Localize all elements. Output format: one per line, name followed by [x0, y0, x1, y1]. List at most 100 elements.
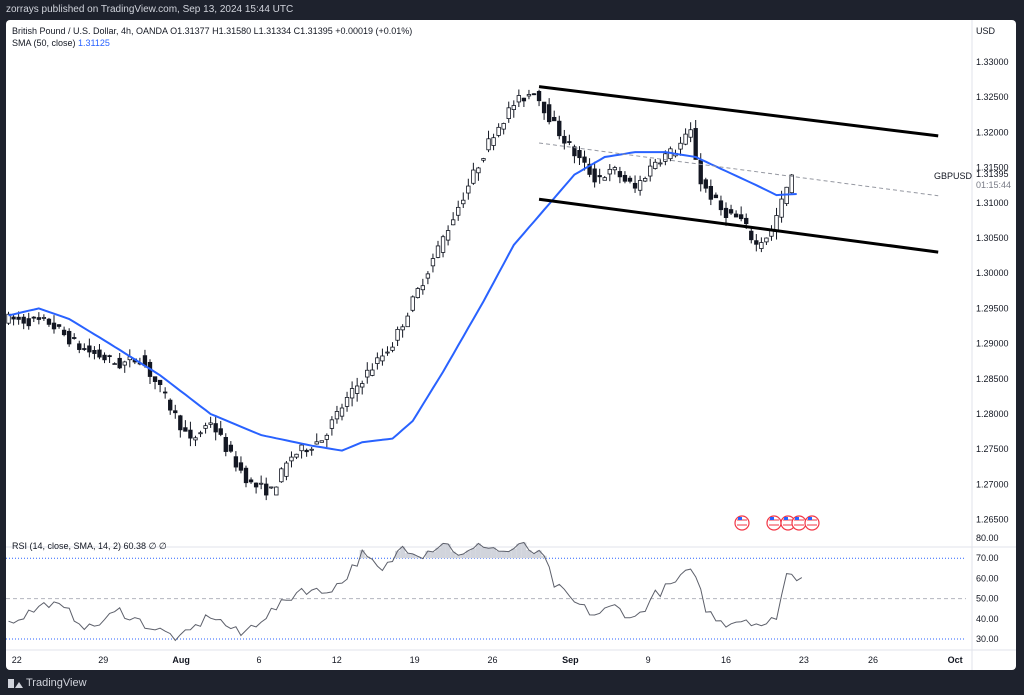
candle-body — [678, 142, 683, 150]
candle-body — [31, 316, 36, 319]
candle-body — [213, 423, 218, 433]
candle-body — [354, 385, 360, 394]
candle-body — [162, 391, 168, 394]
rsi-tick-label: 30.00 — [976, 634, 999, 644]
time-tick-label: 19 — [410, 655, 420, 665]
candle-body — [334, 411, 340, 420]
candle-body — [612, 167, 618, 171]
candle-body — [435, 245, 441, 258]
time-tick-label: 26 — [868, 655, 878, 665]
sma-legend[interactable]: SMA (50, close) 1.31125 — [12, 38, 110, 48]
candle-body — [16, 316, 21, 320]
candle-body — [759, 242, 764, 249]
time-tick-label: Oct — [948, 655, 963, 665]
candle-body — [233, 456, 239, 468]
candle-body — [708, 185, 714, 200]
currency-label[interactable]: USD — [976, 26, 996, 36]
candle-body — [284, 462, 289, 477]
candle-body — [309, 448, 314, 451]
candle-body — [728, 209, 734, 214]
candle-body — [572, 146, 577, 157]
candle-body — [546, 104, 552, 123]
last-price-label: 1.31395 — [976, 169, 1009, 179]
time-tick-label: 6 — [256, 655, 261, 665]
chart-canvas[interactable]: 1.33000 1.32500 1.32000 1.31500 1.31000 1.305… — [6, 20, 1016, 670]
candle-body — [602, 177, 607, 181]
candle-body — [445, 230, 451, 241]
candle-body — [264, 483, 269, 496]
channel-upper-line — [538, 85, 939, 138]
price-tick-label: 1.31000 — [976, 198, 1009, 208]
candle-body — [521, 97, 527, 102]
candle-body — [415, 288, 420, 298]
candle-body — [294, 453, 299, 458]
candle-body — [258, 482, 264, 485]
candle-body — [365, 369, 370, 378]
rsi-tick-label: 60.00 — [976, 573, 999, 583]
candle-body — [92, 349, 97, 354]
candle-body — [193, 437, 198, 441]
candle-body — [173, 410, 178, 414]
candle-body — [723, 207, 729, 218]
candle-body — [6, 313, 11, 324]
price-tick-label: 1.26500 — [976, 515, 1009, 525]
time-tick-label: Aug — [172, 655, 190, 665]
candle-body — [450, 219, 456, 226]
candle-body — [552, 116, 557, 122]
candle-body — [754, 240, 759, 245]
sma-value: 1.31125 — [78, 38, 110, 48]
candle-body — [269, 486, 274, 489]
candle-body — [501, 123, 506, 130]
symbol-legend: British Pound / U.S. Dollar, 4h, OANDA O… — [12, 26, 413, 36]
candle-body — [718, 200, 724, 211]
candle-body — [466, 185, 471, 194]
main-legend[interactable]: British Pound / U.S. Dollar, 4h, OANDA O… — [12, 26, 412, 36]
price-tick-label: 1.29000 — [976, 339, 1009, 349]
candle-body — [764, 237, 769, 243]
chart-panel[interactable]: 1.33000 1.32500 1.32000 1.31500 1.31000 1.305… — [6, 20, 1016, 670]
price-tick-label: 1.30500 — [976, 233, 1009, 243]
candle-body — [653, 161, 658, 169]
footer-bar: TradingView — [0, 672, 1024, 695]
candle-body — [557, 120, 562, 137]
price-tick-label: 1.30000 — [976, 268, 1009, 278]
candle-body — [476, 167, 481, 174]
candle-body — [380, 355, 385, 362]
candle-body — [344, 397, 350, 407]
candle-body — [713, 194, 719, 199]
brand-name[interactable]: TradingView — [26, 677, 87, 689]
rsi-tick-label: 80.00 — [976, 533, 999, 543]
candle-body — [648, 165, 653, 177]
candle-body — [410, 296, 415, 311]
candle-body — [430, 258, 436, 267]
candle-body — [617, 171, 623, 178]
rsi-legend[interactable]: RSI (14, close, SMA, 14, 2) 60.38 ∅ ∅ — [12, 541, 167, 552]
candle-body — [314, 441, 319, 445]
candle-body — [82, 348, 87, 350]
us-flag-canton-icon — [795, 517, 799, 520]
candle-body — [642, 178, 648, 182]
candle-body — [607, 168, 612, 175]
candle-body — [683, 133, 688, 145]
candle-body — [622, 174, 628, 182]
tradingview-logo-icon[interactable] — [8, 679, 23, 688]
price-tick-label: 1.33000 — [976, 57, 1009, 67]
candle-body — [218, 428, 223, 435]
time-tick-label: 23 — [799, 655, 809, 665]
rsi-label: RSI (14, close, SMA, 14, 2) 60.38 ∅ ∅ — [12, 541, 167, 551]
candle-body — [370, 369, 375, 376]
candle-body — [440, 236, 446, 253]
candle-body — [496, 126, 501, 136]
candle-body — [66, 330, 72, 345]
time-tick-label: 29 — [98, 655, 108, 665]
candle-body — [471, 169, 476, 184]
candle-body — [324, 434, 330, 440]
published-bar: zorrays published on TradingView.com, Se… — [0, 0, 1024, 20]
channel-mid-dashed-line — [538, 142, 939, 197]
candle-body — [425, 273, 431, 279]
candle-body — [511, 105, 516, 110]
candle-body — [208, 422, 213, 425]
candle-body — [77, 343, 82, 350]
candle-body — [536, 90, 542, 102]
sma-label: SMA (50, close) — [12, 38, 76, 48]
